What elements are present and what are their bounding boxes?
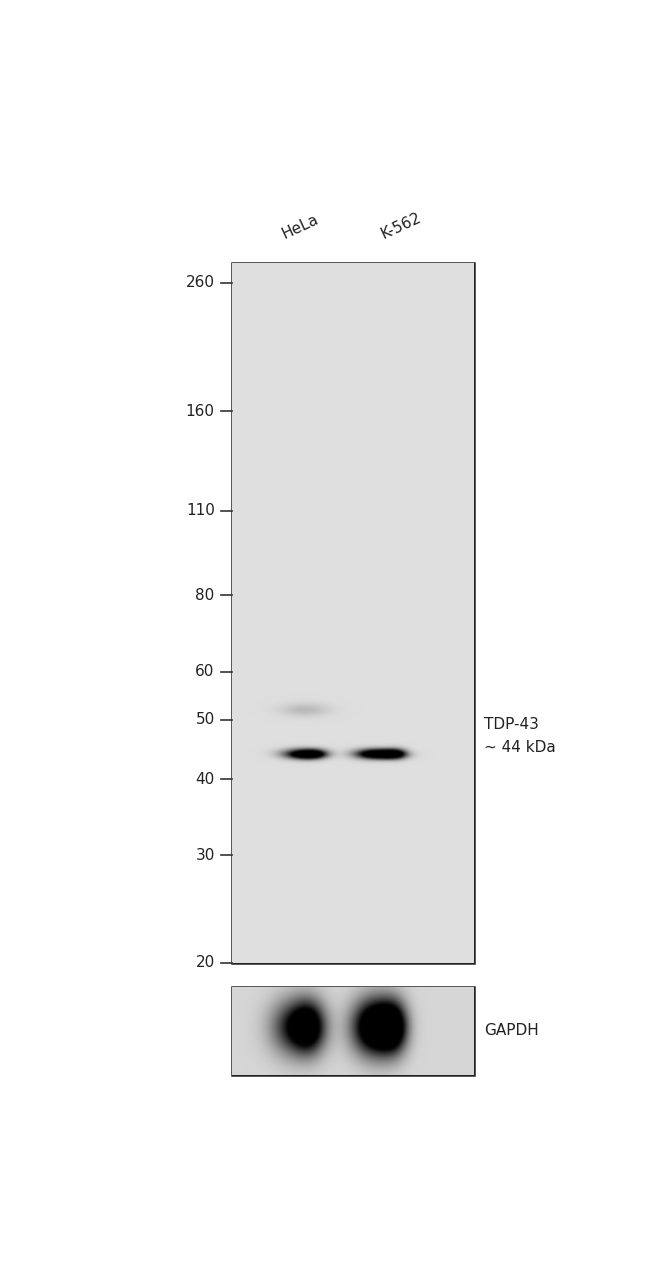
Text: 50: 50 xyxy=(196,712,215,727)
Text: HeLa: HeLa xyxy=(280,212,321,242)
Text: 20: 20 xyxy=(196,955,215,970)
Text: 110: 110 xyxy=(186,504,214,519)
Bar xyxy=(233,987,474,1074)
Text: 60: 60 xyxy=(196,664,215,679)
Text: 260: 260 xyxy=(186,275,214,290)
Text: ~ 44 kDa: ~ 44 kDa xyxy=(484,741,556,755)
Text: GAPDH: GAPDH xyxy=(484,1023,539,1039)
Text: 80: 80 xyxy=(196,588,215,603)
Text: 160: 160 xyxy=(186,404,214,419)
Text: 30: 30 xyxy=(196,848,215,863)
Bar xyxy=(233,264,474,963)
Text: K-562: K-562 xyxy=(378,209,424,242)
Text: TDP-43: TDP-43 xyxy=(484,717,539,732)
Text: 40: 40 xyxy=(196,771,215,786)
